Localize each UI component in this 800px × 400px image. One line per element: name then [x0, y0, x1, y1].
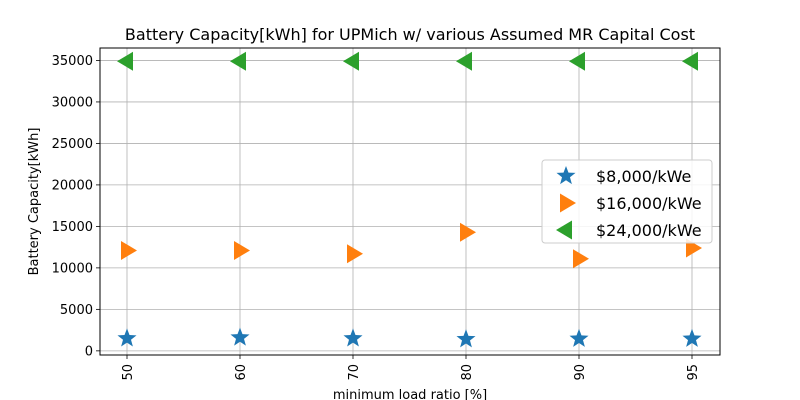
- y-tick-label: 30000: [52, 95, 93, 110]
- x-tick-label: 70: [347, 364, 362, 381]
- legend-marker: [556, 220, 572, 240]
- y-tick-label: 10000: [52, 261, 93, 276]
- data-point-series-2: [573, 249, 589, 269]
- x-tick-label: 90: [573, 364, 588, 381]
- data-point-series-1: [569, 328, 589, 347]
- data-point-series-3: [456, 51, 472, 71]
- x-tick-label: 95: [686, 364, 701, 381]
- plot-area: [99, 47, 721, 356]
- data-point-series-1: [456, 329, 476, 348]
- y-tick-label: 5000: [60, 303, 93, 318]
- legend-label: $24,000/kWe: [596, 221, 702, 240]
- legend-box: [541, 159, 713, 244]
- data-point-series-3: [682, 51, 698, 71]
- axis-ticks: 50 60 70 80 90 95 0 5000 10000 15000 20000 25000 300…: [52, 54, 701, 381]
- data-point-series-1: [343, 328, 363, 347]
- data-point-series-3: [343, 51, 359, 71]
- legend-label: $16,000/kWe: [596, 194, 702, 213]
- data-points: [117, 51, 702, 348]
- y-tick-label: 20000: [52, 178, 93, 193]
- data-point-series-2: [460, 222, 476, 242]
- x-axis-label: minimum load ratio [%]: [333, 388, 487, 400]
- y-axis-label: Battery Capacity[kWh]: [27, 128, 42, 276]
- x-tick-label: 80: [460, 364, 475, 381]
- legend-marker: [560, 193, 576, 213]
- legend: $8,000/kWe $16,000/kWe $24,000/kWe: [541, 159, 713, 244]
- y-tick-label: 25000: [52, 137, 93, 152]
- data-point-series-2: [121, 240, 137, 260]
- data-point-series-1: [117, 328, 137, 347]
- data-point-series-1: [230, 327, 250, 346]
- x-tick-label: 50: [121, 364, 136, 381]
- y-tick-label: 15000: [52, 220, 93, 235]
- y-tick-label: 35000: [52, 54, 93, 69]
- data-point-series-3: [569, 51, 585, 71]
- data-point-series-2: [234, 240, 250, 260]
- data-point-series-2: [347, 244, 363, 264]
- data-point-series-3: [117, 51, 133, 71]
- legend-marker: [556, 166, 576, 185]
- y-tick-label: 0: [85, 344, 93, 359]
- legend-label: $8,000/kWe: [596, 167, 691, 186]
- data-point-series-1: [682, 328, 702, 347]
- data-point-series-3: [230, 51, 246, 71]
- chart-title: Battery Capacity[kWh] for UPMich w/ vari…: [125, 25, 695, 44]
- x-tick-label: 60: [234, 364, 249, 381]
